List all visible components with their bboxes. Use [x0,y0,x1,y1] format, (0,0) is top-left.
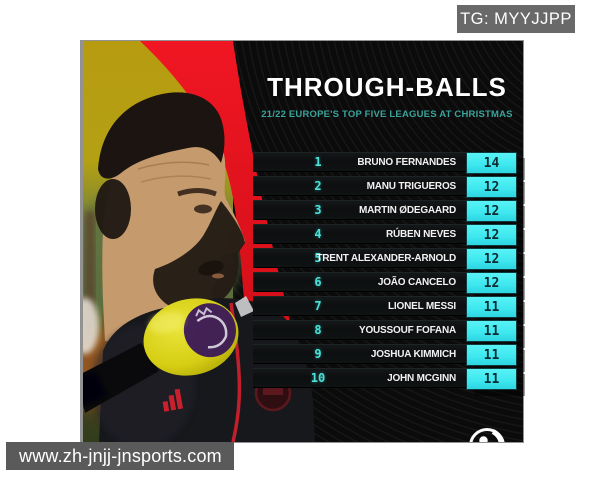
player-name-cell: RÚBEN NEVES [385,229,456,240]
player-name-cell: MARTIN ØDEGAARD [359,205,456,216]
rank-cell: 5 [314,251,322,265]
player-name-cell: JOSHUA KIMMICH [370,349,456,360]
website-watermark: www.zh-jnjj-jnsports.com [6,442,234,470]
value-cell: 12 [466,200,517,222]
value-cell: 11 [466,296,517,318]
adidas-logo [162,388,184,412]
rank-cell: 8 [314,323,322,337]
table-row: 10 JOHN MCGINN 11 [253,368,517,390]
rank-cell: 4 [314,227,322,241]
publisher-eye-logo-icon [469,428,505,442]
player-name-cell: YOUSSOUF FOFANA [358,325,456,336]
player-name-cell: MANU TRIGUEROS [366,181,457,192]
ranking-table: 1 BRUNO FERNANDES 14 2 MANU TRIGUEROS 12… [253,152,517,392]
table-row: 9 JOSHUA KIMMICH 11 [253,344,517,366]
player-name-cell: LIONEL MESSI [388,301,456,312]
stats-card: THROUGH-BALLS 21/22 EUROPE'S TOP FIVE LE… [80,40,524,443]
card-title: THROUGH-BALLS [267,72,507,102]
table-row: 7 LIONEL MESSI 11 [253,296,517,318]
rank-cell: 2 [314,179,322,193]
tg-watermark: TG: MYYJJPP [457,5,575,33]
value-cell: 12 [466,224,517,246]
player-name-cell: BRUNO FERNANDES [357,157,456,168]
value-cell: 14 [466,152,517,174]
player-photo [83,41,315,442]
table-row: 8 YOUSSOUF FOFANA 11 [253,320,517,342]
rank-cell: 6 [314,275,322,289]
rank-cell: 10 [310,371,326,385]
value-cell: 11 [466,344,517,366]
table-row: 6 JOÃO CANCELO 12 [253,272,517,294]
website-watermark-label: www.zh-jnjj-jnsports.com [19,445,222,466]
player-name-cell: TRENT ALEXANDER-ARNOLD [316,253,456,264]
card-header: THROUGH-BALLS 21/22 EUROPE'S TOP FIVE LE… [251,73,523,120]
table-row: 3 MARTIN ØDEGAARD 12 [253,200,517,222]
rank-cell: 1 [314,155,322,169]
player-name-cell: JOÃO CANCELO [377,277,456,288]
rank-cell: 3 [314,203,322,217]
table-row: 4 RÚBEN NEVES 12 [253,224,517,246]
value-cell: 11 [466,320,517,342]
table-row: 1 BRUNO FERNANDES 14 [253,152,517,174]
value-cell: 12 [466,272,517,294]
rank-cell: 9 [314,347,322,361]
rank-cell: 7 [314,299,322,313]
value-cell: 12 [466,248,517,270]
card-subtitle: 21/22 EUROPE'S TOP FIVE LEAGUES AT CHRIS… [261,108,513,120]
player-figure [83,92,315,442]
player-name-cell: JOHN MCGINN [387,373,456,384]
tg-watermark-label: TG: MYYJJPP [460,9,572,28]
value-cell: 12 [466,176,517,198]
table-row: 2 MANU TRIGUEROS 12 [253,176,517,198]
table-row: 5 TRENT ALEXANDER-ARNOLD 12 [253,248,517,270]
microphone [83,298,239,413]
premier-league-lion-icon [183,303,236,358]
value-cell: 11 [466,368,517,390]
